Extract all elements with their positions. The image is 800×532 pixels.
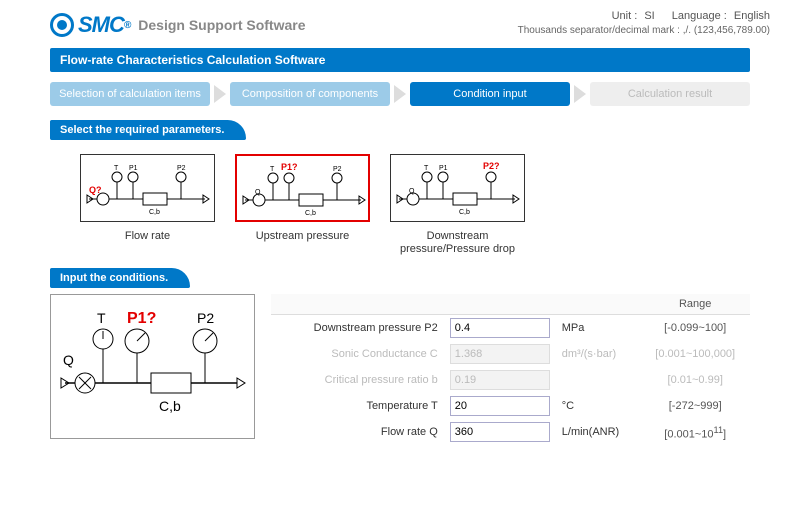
cond-unit: [556, 367, 641, 393]
param-card-0[interactable]: Q? T P1 C,b P2 Flow rate: [80, 154, 215, 256]
cond-label: Downstream pressure P2: [271, 315, 444, 342]
cond-input-3[interactable]: [450, 396, 550, 416]
cond-range: [0.001~100,000]: [640, 341, 750, 367]
cond-label: Temperature T: [271, 393, 444, 419]
cond-unit: dm³/(s·bar): [556, 341, 641, 367]
wizard-step-1[interactable]: Composition of components: [230, 82, 390, 106]
diagram-T-label: T: [97, 310, 106, 326]
cond-row-1: Sonic Conductance C dm³/(s·bar)[0.001~100…: [271, 341, 750, 367]
lang-value[interactable]: English: [734, 10, 770, 22]
range-header: Range: [640, 294, 750, 315]
svg-text:P2?: P2?: [483, 161, 500, 171]
param-card-diagram: Q T P1 C,b P2?: [390, 154, 525, 222]
unit-value[interactable]: SI: [644, 10, 654, 22]
unit-label: Unit :: [612, 10, 638, 22]
svg-text:Q: Q: [255, 189, 261, 196]
svg-text:T: T: [114, 165, 119, 172]
svg-text:Q: Q: [409, 188, 415, 195]
app-header: SMC ® Design Support Software Unit : SI …: [0, 0, 800, 42]
cond-row-0: Downstream pressure P2 MPa[-0.099~100]: [271, 315, 750, 342]
step-chevron-icon: [214, 85, 226, 103]
step-chevron-icon: [394, 85, 406, 103]
lang-label: Language :: [672, 10, 727, 22]
brand-logo-icon: [50, 13, 74, 37]
svg-text:P1: P1: [439, 165, 448, 172]
cond-label: Critical pressure ratio b: [271, 367, 444, 393]
param-card-1[interactable]: Q T P1? C,b P2 Upstream pressure: [235, 154, 370, 256]
svg-text:C,b: C,b: [459, 209, 470, 216]
wizard-step-2[interactable]: Condition input: [410, 82, 570, 106]
cond-label: Flow rate Q: [271, 419, 444, 445]
svg-text:P1: P1: [129, 165, 138, 172]
param-card-diagram: Q T P1? C,b P2: [235, 154, 370, 222]
select-params-title: Select the required parameters.: [50, 120, 246, 140]
svg-text:Q?: Q?: [89, 185, 102, 195]
wizard-step-0[interactable]: Selection of calculation items: [50, 82, 210, 106]
format-note: Thousands separator/decimal mark : ,/. (…: [518, 25, 770, 36]
diagram-P2-label: P2: [197, 310, 214, 326]
section-title: Flow-rate Characteristics Calculation So…: [50, 48, 750, 72]
param-card-label: Upstream pressure: [235, 230, 370, 243]
cond-input-2: [450, 370, 550, 390]
cond-unit: MPa: [556, 315, 641, 342]
svg-text:C,b: C,b: [149, 209, 160, 216]
cond-row-4: Flow rate Q L/min(ANR)[0.001~1011]: [271, 419, 750, 445]
condition-diagram: T P1? P2 Q: [50, 294, 255, 439]
conditions-inputs: Range Downstream pressure P2 MPa[-0.099~1…: [271, 294, 750, 445]
wizard-steps: Selection of calculation items Compositio…: [50, 82, 750, 106]
cond-range: [-272~999]: [640, 393, 750, 419]
step-chevron-icon: [574, 85, 586, 103]
svg-text:T: T: [424, 165, 429, 172]
diagram-Q-label: Q: [63, 352, 74, 368]
wizard-step-3[interactable]: Calculation result: [590, 82, 750, 106]
svg-text:P2: P2: [177, 165, 186, 172]
param-cards-row: Q? T P1 C,b P2 Flow rate Q T P1? C,b P2 …: [50, 140, 750, 264]
diagram-P1-label: P1?: [127, 310, 156, 327]
cond-label: Sonic Conductance C: [271, 341, 444, 367]
cond-input-4[interactable]: [450, 422, 550, 442]
svg-text:P1?: P1?: [281, 162, 298, 172]
brand-logo: SMC ®: [50, 12, 130, 38]
app-title: Design Support Software: [138, 17, 305, 33]
svg-text:C,b: C,b: [305, 210, 316, 217]
param-card-diagram: Q? T P1 C,b P2: [80, 154, 215, 222]
conditions-table: Range Downstream pressure P2 MPa[-0.099~1…: [271, 294, 750, 445]
cond-input-0[interactable]: [450, 318, 550, 338]
svg-text:T: T: [270, 166, 275, 173]
cond-unit: °C: [556, 393, 641, 419]
cond-range: [0.001~1011]: [640, 419, 750, 445]
cond-unit: L/min(ANR): [556, 419, 641, 445]
param-card-label: Downstream pressure/Pressure drop: [390, 230, 525, 256]
cond-row-3: Temperature T °C[-272~999]: [271, 393, 750, 419]
cond-range: [-0.099~100]: [640, 315, 750, 342]
header-meta: Unit : SI Language : English Thousands s…: [518, 10, 770, 36]
input-conditions-title: Input the conditions.: [50, 268, 190, 288]
svg-text:P2: P2: [333, 166, 342, 173]
param-card-2[interactable]: Q T P1 C,b P2? Downstream pressure/Press…: [390, 154, 525, 256]
brand-text: SMC: [78, 12, 124, 38]
param-card-label: Flow rate: [80, 230, 215, 243]
cond-range: [0.01~0.99]: [640, 367, 750, 393]
cond-input-1: [450, 344, 550, 364]
cond-row-2: Critical pressure ratio b [0.01~0.99]: [271, 367, 750, 393]
diagram-Cb-label: C,b: [159, 398, 181, 414]
